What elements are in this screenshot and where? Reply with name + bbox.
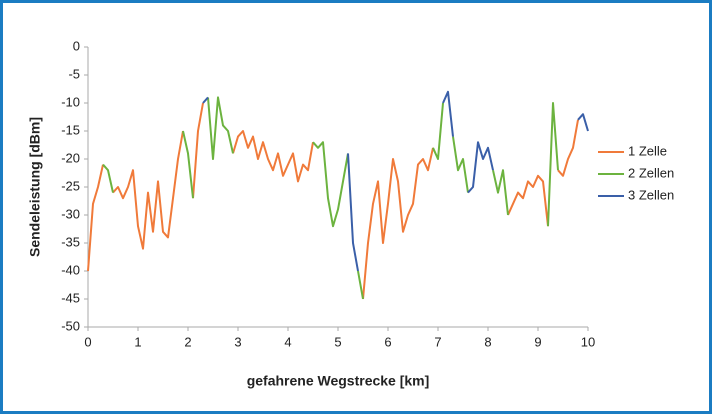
legend-label: 1 Zelle (628, 143, 667, 158)
series-line (87, 102, 579, 300)
x-tick-label: 4 (284, 334, 291, 349)
legend-label: 2 Zellen (628, 165, 674, 180)
y-axis-title: Sendeleistung [dBm] (27, 117, 43, 257)
x-tick-label: 9 (534, 334, 541, 349)
x-tick-label: 3 (234, 334, 241, 349)
y-tick-label: -40 (61, 262, 80, 277)
x-tick-label: 2 (184, 334, 191, 349)
x-tick-label: 5 (334, 334, 341, 349)
series-line (102, 96, 559, 300)
series-line (202, 90, 589, 272)
x-axis-title: gefahrene Wegstrecke [km] (247, 373, 430, 389)
y-tick-label: 0 (73, 38, 80, 53)
x-tick-label: 8 (484, 334, 491, 349)
x-tick-label: 10 (581, 334, 595, 349)
y-tick-label: -20 (61, 150, 80, 165)
y-tick-label: -45 (61, 290, 80, 305)
y-tick-label: -25 (61, 178, 80, 193)
y-tick-label: -50 (61, 318, 80, 333)
y-tick-label: -10 (61, 94, 80, 109)
x-tick-label: 6 (384, 334, 391, 349)
y-tick-label: -15 (61, 122, 80, 137)
x-tick-label: 1 (134, 334, 141, 349)
y-tick-label: -30 (61, 206, 80, 221)
y-tick-label: -5 (68, 66, 80, 81)
x-tick-label: 0 (84, 334, 91, 349)
legend-label: 3 Zellen (628, 187, 674, 202)
y-tick-label: -35 (61, 234, 80, 249)
x-tick-label: 7 (434, 334, 441, 349)
